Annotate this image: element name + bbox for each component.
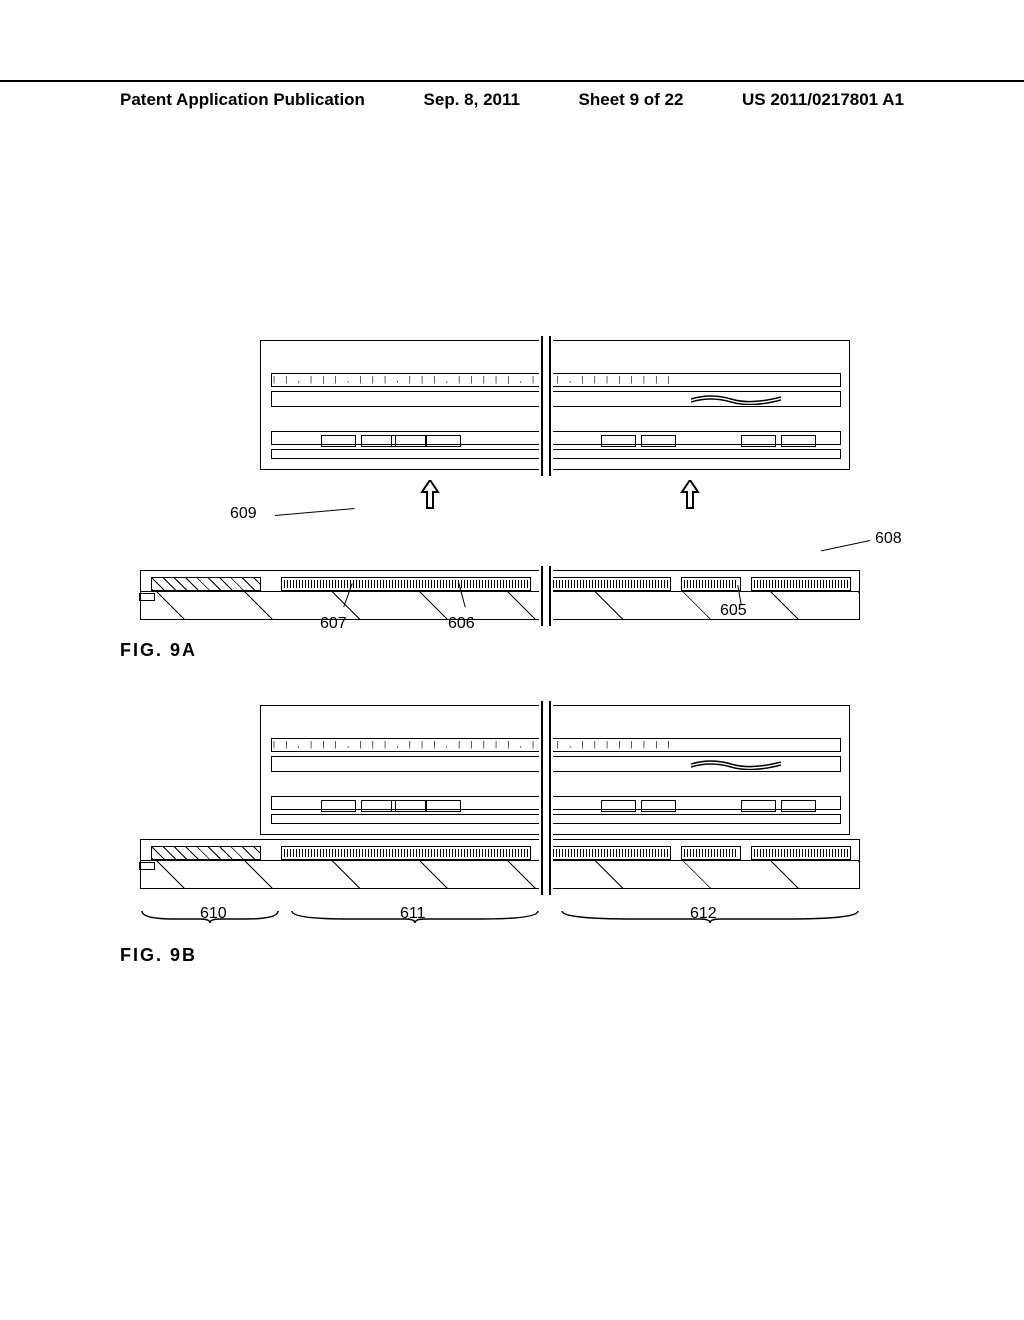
substrate-base bbox=[141, 860, 859, 888]
page-header: Patent Application Publication Sep. 8, 2… bbox=[0, 80, 1024, 110]
arrow-up-icon bbox=[420, 480, 440, 510]
transistor-element bbox=[641, 800, 676, 812]
substrate-base bbox=[141, 591, 859, 619]
ref-label: 610 bbox=[200, 905, 227, 923]
ref-label: 612 bbox=[690, 905, 717, 923]
film-strip bbox=[541, 846, 671, 860]
transistor-element bbox=[741, 435, 776, 447]
hatched-region bbox=[151, 846, 261, 860]
wire-trace bbox=[691, 393, 781, 405]
film-strip bbox=[681, 846, 741, 860]
layer-base bbox=[271, 449, 841, 459]
transistor-element bbox=[601, 435, 636, 447]
ref-label: 609 bbox=[230, 505, 257, 523]
film-strip bbox=[281, 846, 531, 860]
film-strip bbox=[681, 577, 741, 591]
film-strip bbox=[751, 577, 851, 591]
sheet-num: Sheet 9 of 22 bbox=[579, 90, 684, 110]
upper-device-stack: | | , | | | , | | | , | | | , | | | | | … bbox=[260, 705, 850, 835]
figure-9b: | | , | | | , | | | , | | | , | | | | | … bbox=[120, 705, 900, 966]
upper-device-stack: | | , | | | , | | | , | | | , | | | | | … bbox=[260, 340, 850, 470]
pub-date: Sep. 8, 2011 bbox=[424, 90, 520, 110]
section-break bbox=[539, 835, 553, 895]
hatched-region bbox=[151, 577, 261, 591]
transistor-element bbox=[391, 800, 426, 812]
ref-label: 608 bbox=[875, 530, 902, 548]
film-strip bbox=[281, 577, 531, 591]
transistor-element bbox=[601, 800, 636, 812]
section-break bbox=[539, 566, 553, 626]
layer-base bbox=[271, 814, 841, 824]
transistor-element bbox=[426, 800, 461, 812]
section-break bbox=[539, 336, 553, 476]
transistor-element bbox=[781, 800, 816, 812]
ref-label: 606 bbox=[448, 615, 475, 633]
ref-label: 605 bbox=[720, 602, 747, 620]
tick-marks: | | , | | | , | | | , | | | , | | | | | … bbox=[273, 375, 839, 385]
tick-marks: | | , | | | , | | | , | | | , | | | | | … bbox=[273, 740, 839, 750]
figure-caption: FIG. 9A bbox=[120, 640, 900, 661]
ref-label: 607 bbox=[320, 615, 347, 633]
arrow-up-icon bbox=[680, 480, 700, 510]
film-strip bbox=[751, 846, 851, 860]
film-strip bbox=[541, 577, 671, 591]
transistor-element bbox=[321, 800, 356, 812]
transistor-element bbox=[391, 435, 426, 447]
fig-9a-diagram: | | , | | | , | | | , | | | , | | | | | … bbox=[260, 340, 900, 620]
transistor-element bbox=[741, 800, 776, 812]
leader-line bbox=[275, 508, 355, 516]
wire-trace bbox=[691, 758, 781, 770]
lower-substrate bbox=[140, 570, 860, 620]
figure-9a: | | , | | | , | | | , | | | , | | | | | … bbox=[120, 340, 900, 661]
leader-line bbox=[821, 540, 870, 551]
ref-label: 611 bbox=[400, 905, 426, 923]
lower-substrate-bonded bbox=[140, 839, 860, 889]
pub-number: US 2011/0217801 A1 bbox=[742, 90, 904, 110]
fig-9b-diagram: | | , | | | , | | | , | | | , | | | | | … bbox=[260, 705, 900, 905]
figure-caption: FIG. 9B bbox=[120, 945, 900, 966]
section-break bbox=[539, 701, 553, 841]
transistor-element bbox=[641, 435, 676, 447]
header-row: Patent Application Publication Sep. 8, 2… bbox=[0, 90, 1024, 110]
pub-type: Patent Application Publication bbox=[120, 90, 365, 110]
transistor-element bbox=[781, 435, 816, 447]
transistor-element bbox=[426, 435, 461, 447]
transistor-element bbox=[321, 435, 356, 447]
